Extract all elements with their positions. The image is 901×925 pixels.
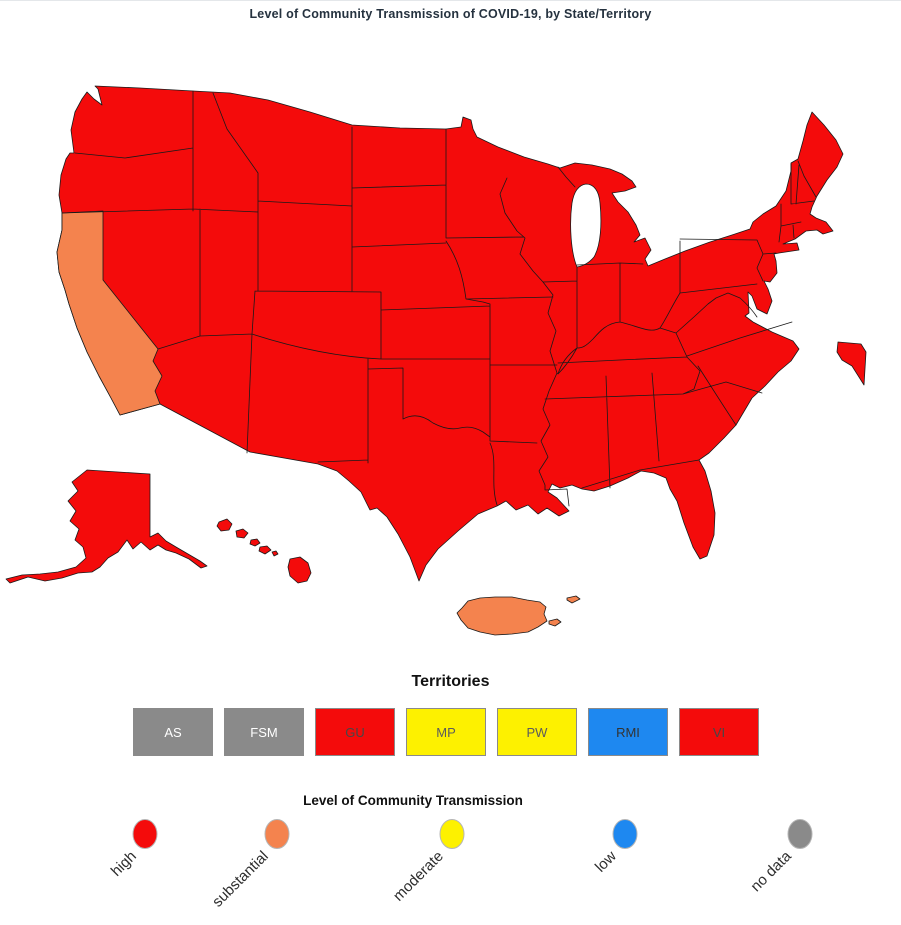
territory-label: FSM [250,724,278,740]
lake-michigan [570,183,602,268]
page-title: Level of Community Transmission of COVID… [249,7,652,21]
territory-box-fsm[interactable]: FSM [224,708,304,756]
state-borders [61,90,817,507]
legend-marker-low [612,819,638,849]
transmission-legend: high substantial moderate low no data [108,819,813,911]
state-alaska[interactable] [5,469,208,584]
us-map [5,85,867,636]
territory-box-gu[interactable]: GU [315,708,395,756]
territory-label: VI [712,724,726,740]
territory-box-vi[interactable]: VI [679,708,759,756]
territory-label: PW [526,724,548,740]
legend-label-no-data: no data [747,847,795,895]
territories-heading: Territories [411,673,490,690]
legend-label-substantial: substantial [209,848,272,911]
territory-box-mp[interactable]: MP [406,708,486,756]
state-hawaii[interactable] [216,518,312,584]
territory-label: MP [436,724,456,740]
state-puerto-rico[interactable] [456,595,581,636]
territory-box-as[interactable]: AS [133,708,213,756]
territory-label: RMI [616,724,640,740]
state-district-of-columbia[interactable] [836,341,867,386]
territory-label: AS [164,724,182,740]
legend-marker-moderate [439,819,465,849]
territory-box-rmi[interactable]: RMI [588,708,668,756]
legend-heading: Level of Community Transmission [303,793,523,808]
legend-label-moderate: moderate [390,848,447,905]
territories-row: AS FSM GU MP PW RMI VI [133,708,759,756]
legend-marker-high [132,819,158,849]
territory-box-pw[interactable]: PW [497,708,577,756]
legend-label-high: high [108,848,140,880]
territory-label: GU [345,724,365,740]
legend-marker-no-data [787,819,813,849]
legend-label-low: low [592,848,620,876]
legend-marker-substantial [264,819,290,849]
mainland-states[interactable] [56,85,844,582]
